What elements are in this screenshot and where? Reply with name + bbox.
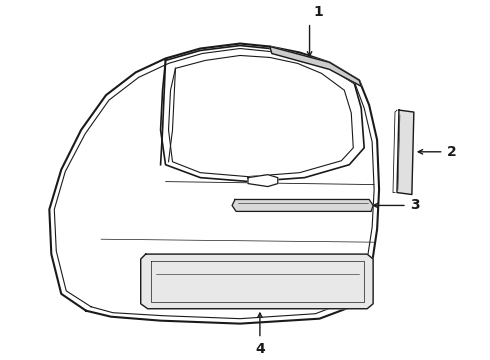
Text: 2: 2 bbox=[446, 145, 456, 159]
Text: 1: 1 bbox=[314, 5, 323, 19]
Text: 3: 3 bbox=[410, 198, 419, 212]
Polygon shape bbox=[397, 110, 414, 194]
Polygon shape bbox=[270, 46, 361, 86]
Polygon shape bbox=[232, 199, 373, 211]
Text: 4: 4 bbox=[255, 342, 265, 356]
Polygon shape bbox=[248, 175, 278, 186]
Polygon shape bbox=[141, 254, 373, 309]
